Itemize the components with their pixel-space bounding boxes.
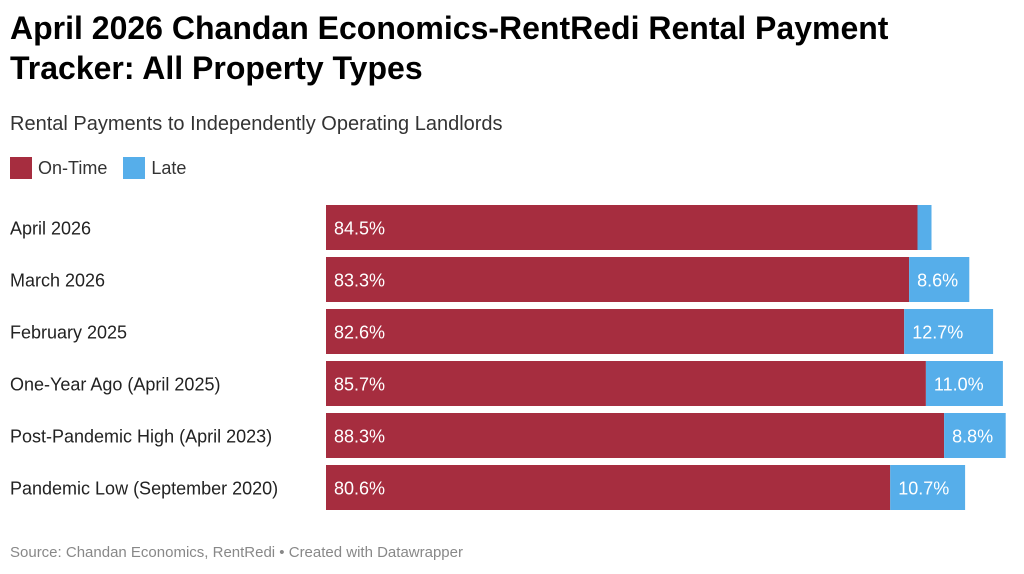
- legend-label-on-time: On-Time: [38, 157, 108, 178]
- bar-on-time: [326, 465, 891, 510]
- data-label-on-time: 84.5%: [334, 219, 385, 239]
- legend-item-late: Late: [123, 157, 186, 179]
- data-label-late: 8.6%: [917, 271, 958, 291]
- category-label: March 2026: [10, 271, 105, 291]
- chart-title: April 2026 Chandan Economics-RentRedi Re…: [10, 10, 889, 86]
- data-label-late: 11.0%: [934, 375, 984, 395]
- category-label: April 2026: [10, 219, 91, 239]
- source-note: Source: Chandan Economics, RentRedi • Cr…: [10, 544, 463, 561]
- data-label-on-time: 85.7%: [334, 375, 385, 395]
- category-label: February 2025: [10, 323, 127, 343]
- legend: On-Time Late: [10, 157, 202, 179]
- legend-item-on-time: On-Time: [10, 157, 107, 179]
- category-label: One-Year Ago (April 2025): [10, 375, 220, 395]
- bar-late: [917, 205, 932, 250]
- bar-chart: April 2026 84.5% March 2026 83.3% 8.6% Februa…: [10, 205, 1006, 510]
- bar-late: [904, 309, 994, 354]
- bar-row: Pandemic Low (September 2020) 80.6% 10.7%: [10, 465, 966, 510]
- data-label-on-time: 82.6%: [334, 323, 385, 343]
- legend-swatch-on-time: [10, 157, 32, 179]
- bar-late: [909, 257, 970, 302]
- bar-row: April 2026 84.5%: [10, 205, 932, 250]
- data-label-on-time: 88.3%: [334, 427, 385, 447]
- bar-on-time: [326, 413, 945, 458]
- bar-on-time: [326, 309, 905, 354]
- legend-label-late: Late: [151, 157, 187, 178]
- data-label-on-time: 83.3%: [334, 271, 385, 291]
- legend-swatch-late: [123, 157, 146, 179]
- category-label: Pandemic Low (September 2020): [10, 479, 278, 499]
- bar-on-time: [326, 205, 918, 250]
- data-label-on-time: 80.6%: [334, 479, 385, 499]
- bar-row: One-Year Ago (April 2025) 85.7% 11.0%: [10, 361, 1003, 406]
- data-label-late: 8.8%: [952, 427, 993, 447]
- bar-late: [944, 413, 1006, 458]
- bar-row: Post-Pandemic High (April 2023) 88.3% 8.8%: [10, 413, 1006, 458]
- bar-on-time: [326, 257, 910, 302]
- bar-late: [925, 361, 1003, 406]
- bar-late: [890, 465, 966, 510]
- bar-row: March 2026 83.3% 8.6%: [10, 257, 970, 302]
- data-label-late: 12.7%: [912, 323, 963, 343]
- bar-on-time: [326, 361, 926, 406]
- chart-subtitle: Rental Payments to Independently Operati…: [10, 113, 503, 135]
- data-label-late: 10.7%: [898, 479, 949, 499]
- bar-row: February 2025 82.6% 12.7%: [10, 309, 994, 354]
- category-label: Post-Pandemic High (April 2023): [10, 427, 272, 447]
